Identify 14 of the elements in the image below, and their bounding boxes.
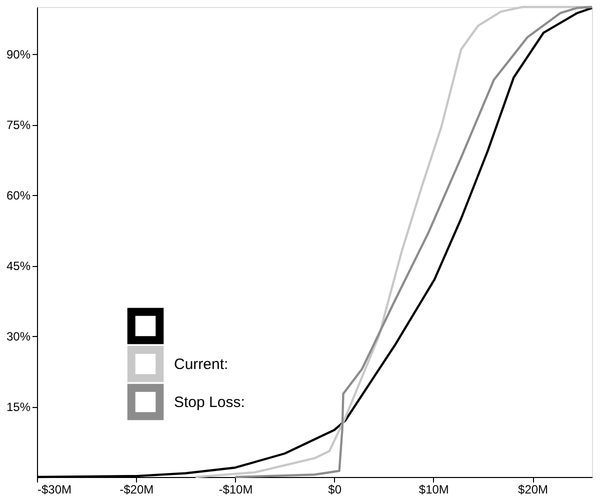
x-tick-label: $0 bbox=[328, 482, 342, 496]
x-tick-label: -$10M bbox=[218, 482, 253, 496]
x-tick-label: -$30M bbox=[38, 482, 72, 496]
x-tick-label: -$20M bbox=[120, 482, 154, 496]
y-tick-label: 30% bbox=[6, 330, 31, 344]
x-tick-label: $10M bbox=[418, 482, 449, 496]
y-tick-label: 75% bbox=[6, 118, 31, 132]
y-tick-label: 45% bbox=[6, 259, 31, 273]
y-tick-label: 15% bbox=[6, 400, 31, 414]
x-tick-label: $20M bbox=[518, 482, 548, 496]
legend-label: Stop Loss: bbox=[174, 394, 245, 411]
y-tick-label: 90% bbox=[6, 48, 31, 62]
legend-label: Current: bbox=[174, 356, 228, 373]
y-tick-label: 60% bbox=[6, 188, 31, 202]
